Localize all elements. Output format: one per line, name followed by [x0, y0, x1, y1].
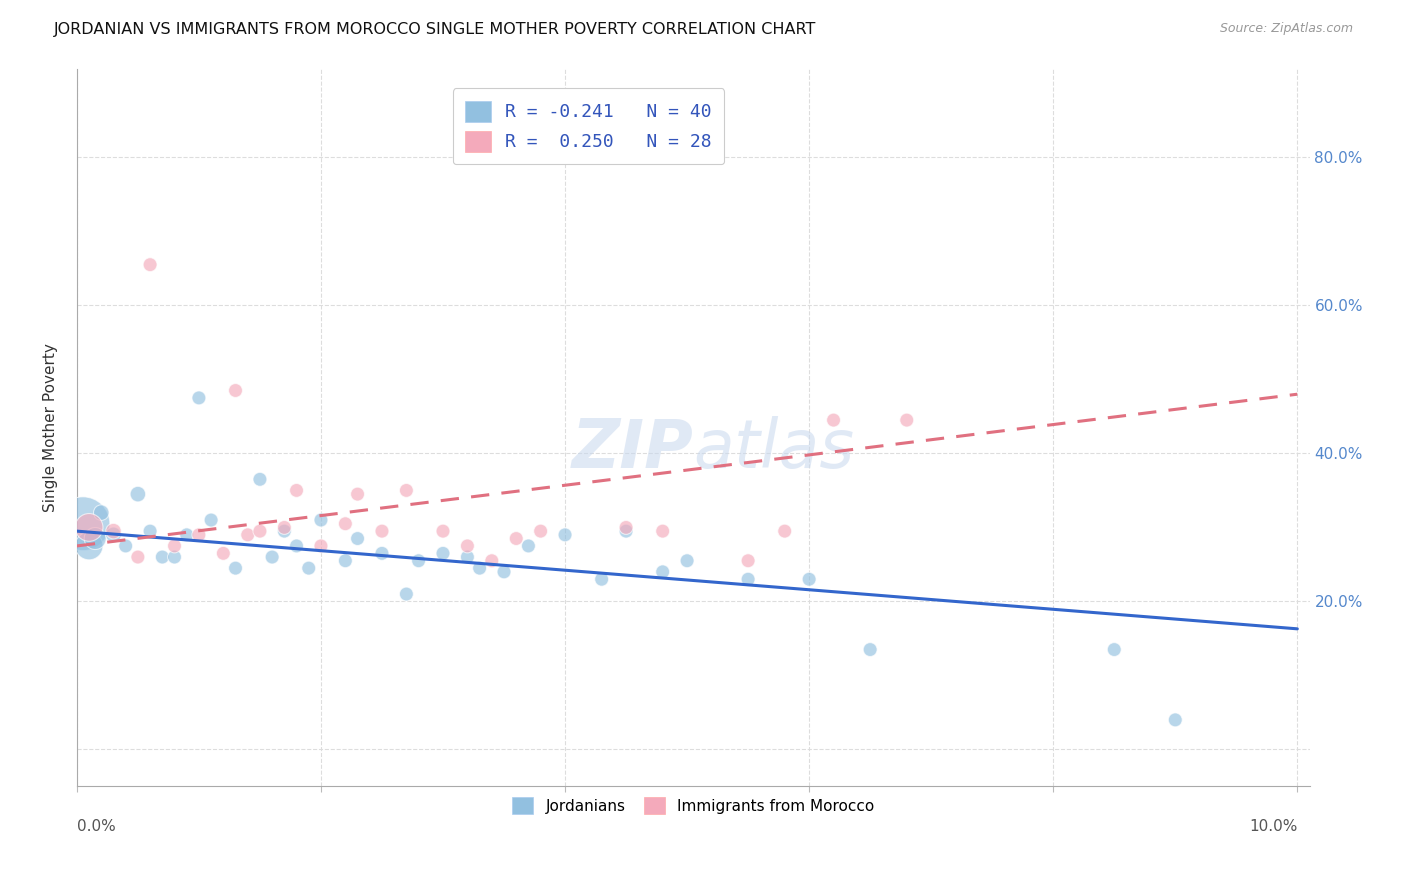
Y-axis label: Single Mother Poverty: Single Mother Poverty — [44, 343, 58, 512]
Point — [114, 539, 136, 553]
Point — [273, 520, 295, 534]
Text: Source: ZipAtlas.com: Source: ZipAtlas.com — [1219, 22, 1353, 36]
Point — [163, 539, 186, 553]
Point — [309, 539, 332, 553]
Text: 0.0%: 0.0% — [77, 819, 115, 834]
Point — [72, 516, 94, 531]
Point — [249, 524, 271, 538]
Point — [505, 532, 527, 546]
Point — [395, 587, 418, 601]
Point — [773, 524, 796, 538]
Point — [212, 546, 235, 560]
Point — [335, 516, 357, 531]
Text: 10.0%: 10.0% — [1249, 819, 1298, 834]
Text: ZIP: ZIP — [571, 416, 693, 482]
Point — [737, 572, 759, 586]
Point — [90, 506, 112, 520]
Point — [346, 532, 368, 546]
Point — [371, 546, 394, 560]
Point — [309, 513, 332, 527]
Point — [408, 554, 430, 568]
Point — [468, 561, 491, 575]
Point — [187, 391, 209, 405]
Point — [676, 554, 699, 568]
Point — [77, 520, 100, 534]
Point — [737, 554, 759, 568]
Point — [456, 539, 478, 553]
Text: atlas: atlas — [693, 416, 855, 482]
Point — [432, 524, 454, 538]
Point — [139, 524, 162, 538]
Point — [103, 524, 125, 538]
Point — [859, 642, 882, 657]
Point — [371, 524, 394, 538]
Point — [225, 384, 247, 398]
Text: JORDANIAN VS IMMIGRANTS FROM MOROCCO SINGLE MOTHER POVERTY CORRELATION CHART: JORDANIAN VS IMMIGRANTS FROM MOROCCO SIN… — [53, 22, 815, 37]
Point — [1102, 642, 1125, 657]
Point — [614, 524, 637, 538]
Point — [554, 528, 576, 542]
Point — [614, 520, 637, 534]
Point — [187, 528, 209, 542]
Point — [823, 413, 845, 427]
Point — [481, 554, 503, 568]
Point — [346, 487, 368, 501]
Point — [530, 524, 553, 538]
Point — [651, 524, 673, 538]
Point — [176, 528, 198, 542]
Point — [225, 561, 247, 575]
Point — [395, 483, 418, 498]
Point — [163, 549, 186, 564]
Point — [273, 524, 295, 538]
Point — [127, 487, 149, 501]
Point — [150, 549, 173, 564]
Point — [249, 472, 271, 486]
Point — [492, 565, 515, 579]
Point — [797, 572, 820, 586]
Point — [127, 549, 149, 564]
Point — [432, 546, 454, 560]
Point — [591, 572, 613, 586]
Point — [84, 532, 107, 546]
Point — [262, 549, 284, 564]
Point — [1164, 713, 1187, 727]
Point — [103, 528, 125, 542]
Point — [651, 565, 673, 579]
Point — [517, 539, 540, 553]
Point — [77, 539, 100, 553]
Point — [200, 513, 222, 527]
Point — [896, 413, 918, 427]
Point — [335, 554, 357, 568]
Point — [285, 483, 308, 498]
Point — [456, 549, 478, 564]
Point — [139, 258, 162, 272]
Point — [285, 539, 308, 553]
Legend: Jordanians, Immigrants from Morocco: Jordanians, Immigrants from Morocco — [505, 789, 882, 822]
Point — [236, 528, 259, 542]
Point — [298, 561, 321, 575]
